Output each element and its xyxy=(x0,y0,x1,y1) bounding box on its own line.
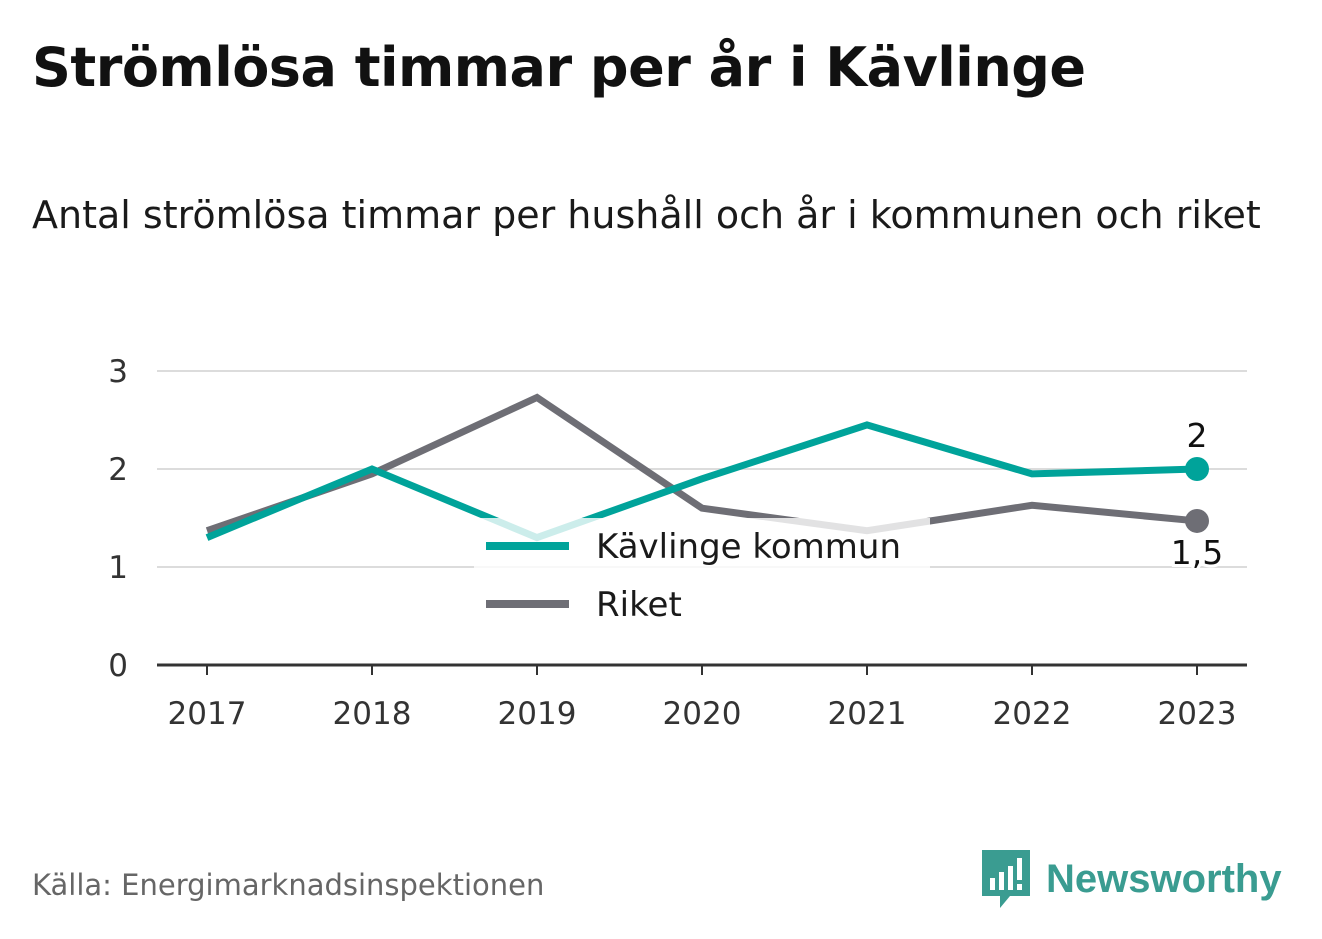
y-axis-ticks: 0 1 2 3 xyxy=(108,354,128,684)
series-end-point xyxy=(1185,457,1209,481)
chart-title: Strömlösa timmar per år i Kävlinge xyxy=(32,36,1086,99)
x-tick-label: 2021 xyxy=(828,696,907,732)
series-line-kavlinge xyxy=(205,421,1198,542)
y-tick-label: 2 xyxy=(108,452,128,488)
y-tick-label: 3 xyxy=(108,354,128,390)
chart-subtitle: Antal strömlösa timmar per hushåll och å… xyxy=(32,193,1261,237)
x-tick-label: 2019 xyxy=(498,696,577,732)
series-line-riket xyxy=(205,393,1198,535)
brand-name: Newsworthy xyxy=(1046,856,1282,901)
series-end-point xyxy=(1185,508,1209,533)
bar-chart-speech-bubble-icon xyxy=(982,850,1030,908)
end-labels: 21,5 xyxy=(1168,416,1226,575)
legend-item-kavlinge-label: Kävlinge kommun xyxy=(596,527,901,567)
end-label-kavlinge: 2 xyxy=(1187,416,1208,455)
x-tick-label: 2022 xyxy=(993,696,1072,732)
y-tick-label: 0 xyxy=(108,648,128,684)
x-tick-label: 2020 xyxy=(663,696,742,732)
x-axis: 2017 2018 2019 2020 2021 2022 2023 xyxy=(157,663,1247,732)
x-tick-label: 2017 xyxy=(168,696,247,732)
y-tick-label: 1 xyxy=(108,550,128,586)
series-lines xyxy=(205,393,1209,542)
x-tick-label: 2023 xyxy=(1158,696,1237,732)
end-label-riket: 1,5 xyxy=(1171,533,1223,572)
legend-item-riket-label: Riket xyxy=(596,585,682,625)
brand-logo[interactable]: Newsworthy xyxy=(980,848,1282,910)
legend: Kävlinge kommun Riket xyxy=(474,518,930,625)
source-note: Källa: Energimarknadsinspektionen xyxy=(32,868,545,902)
x-tick-label: 2018 xyxy=(333,696,412,732)
